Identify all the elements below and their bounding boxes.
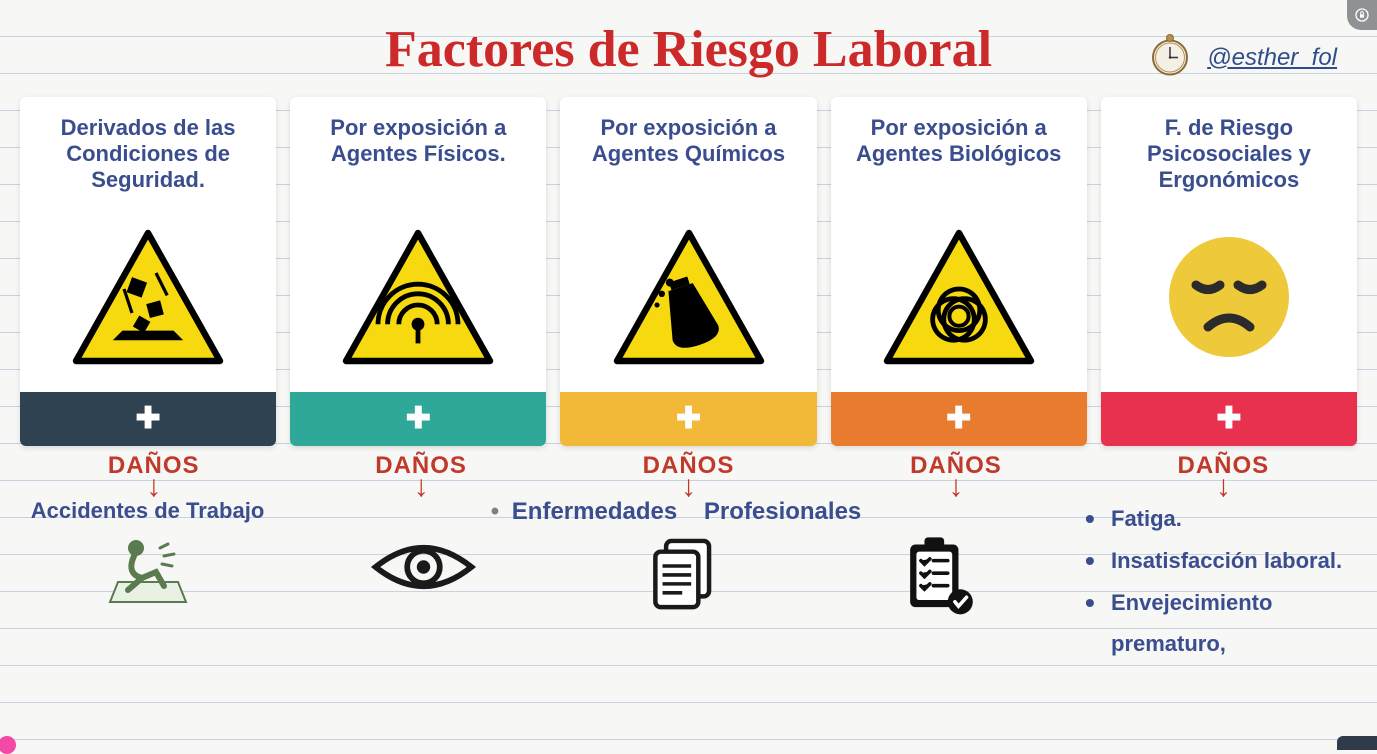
bullet-icon: •: [491, 498, 499, 525]
clipboard-check-icon: [887, 532, 987, 622]
list-item: Insatisfacción laboral.: [1085, 540, 1357, 582]
card-title: Por exposición a Agentes Biológicos: [831, 97, 1087, 212]
plus-icon: ✚: [1216, 404, 1241, 434]
mid-label-2: Profesionales: [704, 498, 861, 525]
damages-row: DAÑOS ↓ DAÑOS ↓ DAÑOS ↓ DAÑOS ↓ DAÑOS ↓: [0, 446, 1377, 496]
plus-icon: ✚: [676, 404, 701, 434]
arrow-down-icon: ↓: [20, 478, 287, 496]
arrow-down-icon: ↓: [822, 478, 1089, 496]
cards-row: Derivados de las Condiciones de Segurida…: [0, 97, 1377, 446]
arrow-down-icon: ↓: [287, 478, 554, 496]
arrow-down-icon: ↓: [555, 478, 822, 496]
card-quimicos: Por exposición a Agentes Químicos ✚: [560, 97, 816, 446]
list-item: Fatiga.: [1085, 498, 1357, 540]
author-link[interactable]: @esther_fol: [1207, 44, 1337, 72]
psychosocial-effects-list: Fatiga. Insatisfacción laboral. Envejeci…: [1077, 498, 1357, 665]
bottom-left: Accidentes de Trabajo: [20, 498, 275, 614]
plus-icon: ✚: [946, 404, 971, 434]
card-title: F. de Riesgo Psicosociales y Ergonómicos: [1101, 97, 1357, 212]
clock-icon: [1145, 30, 1195, 85]
list-item: Envejecimiento prematuro,: [1085, 582, 1357, 666]
sad-face-icon: [1101, 212, 1357, 392]
card-biologicos: Por exposición a Agentes Biológicos ✚: [831, 97, 1087, 446]
damages-cell: DAÑOS ↓: [20, 452, 287, 496]
expand-bar[interactable]: ✚: [290, 392, 546, 446]
accidents-label: Accidentes de Trabajo: [20, 498, 275, 524]
expand-bar[interactable]: ✚: [831, 392, 1087, 446]
header-right: @esther_fol: [1145, 30, 1337, 85]
expand-bar[interactable]: ✚: [20, 392, 276, 446]
expand-bar[interactable]: ✚: [560, 392, 816, 446]
mid-label-1: Enfermedades: [512, 498, 677, 525]
chemical-warning-icon: [560, 212, 816, 392]
bottom-mid: • Enfermedades Profesionales: [289, 498, 1063, 622]
bottom-left-dot[interactable]: [0, 736, 16, 754]
damages-cell: DAÑOS ↓: [555, 452, 822, 496]
professional-diseases-label: • Enfermedades Profesionales: [289, 498, 1063, 526]
expand-bar[interactable]: ✚: [1101, 392, 1357, 446]
falling-objects-warning-icon: [20, 212, 276, 392]
damages-cell: DAÑOS ↓: [287, 452, 554, 496]
eye-icon: [366, 532, 481, 622]
plus-icon: ✚: [406, 404, 431, 434]
header: Factores de Riesgo Laboral @esther_fol: [0, 0, 1377, 97]
bottom-row: Accidentes de Trabajo • Enfermedades Pro…: [0, 496, 1377, 665]
bottom-corner-tab[interactable]: [1337, 736, 1377, 750]
card-psicosociales: F. de Riesgo Psicosociales y Ergonómicos…: [1101, 97, 1357, 446]
card-seguridad: Derivados de las Condiciones de Segurida…: [20, 97, 276, 446]
bottom-mid-icons: [289, 532, 1063, 622]
plus-icon: ✚: [136, 404, 161, 434]
damages-cell: DAÑOS ↓: [822, 452, 1089, 496]
biohazard-warning-icon: [831, 212, 1087, 392]
card-title: Por exposición a Agentes Químicos: [560, 97, 816, 212]
slip-fall-icon: [20, 524, 275, 614]
damages-cell: DAÑOS ↓: [1090, 452, 1357, 496]
page-title: Factores de Riesgo Laboral: [385, 20, 992, 79]
card-title: Por exposición a Agentes Físicos.: [290, 97, 546, 212]
documents-icon: [634, 532, 734, 622]
arrow-down-icon: ↓: [1090, 478, 1357, 496]
non-ionizing-radiation-warning-icon: [290, 212, 546, 392]
bottom-right: Fatiga. Insatisfacción laboral. Envejeci…: [1077, 498, 1357, 665]
card-title: Derivados de las Condiciones de Segurida…: [20, 97, 276, 212]
card-fisicos: Por exposición a Agentes Físicos. ✚: [290, 97, 546, 446]
